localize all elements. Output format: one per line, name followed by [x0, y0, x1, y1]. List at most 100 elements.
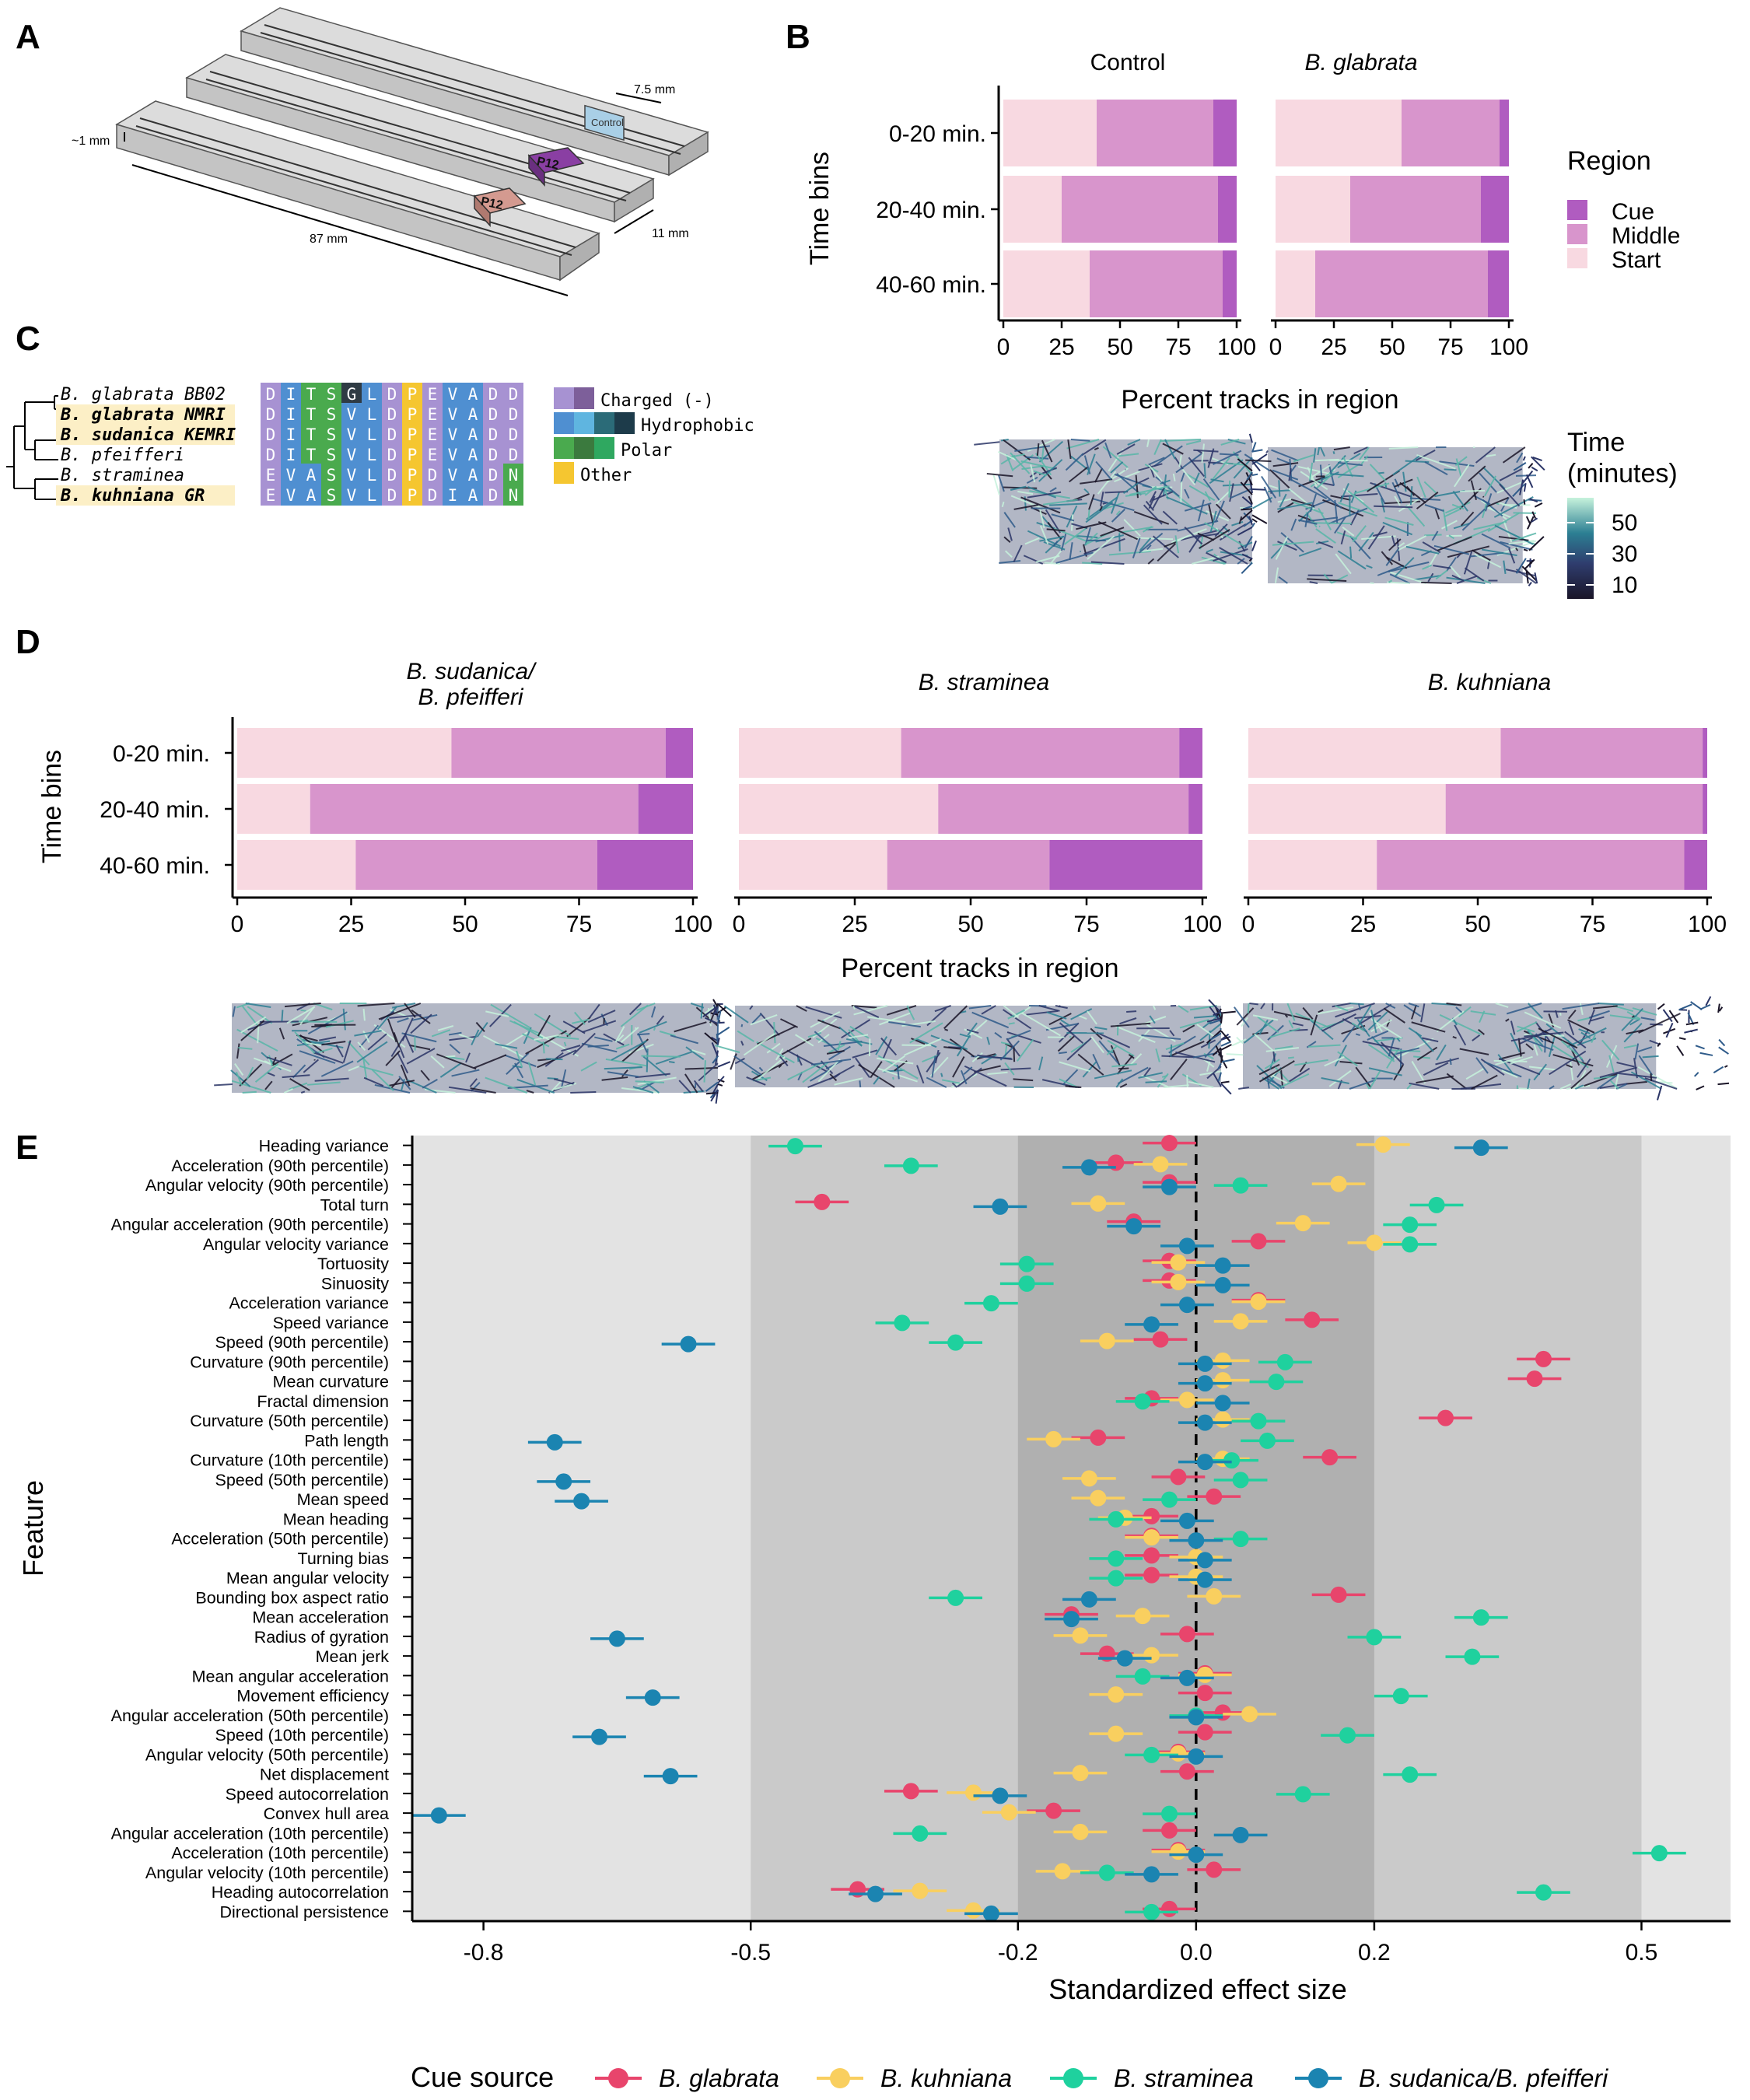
track-segment	[1458, 1006, 1472, 1017]
track-segment	[1188, 485, 1216, 502]
track-segment	[743, 1033, 775, 1056]
track-segment	[1152, 491, 1174, 502]
panel-letter-c: C	[16, 320, 40, 358]
track-segment	[1332, 451, 1335, 455]
track-segment	[1024, 537, 1040, 545]
effect-point	[1196, 1454, 1213, 1471]
track-segment	[1597, 1073, 1619, 1090]
bar-middle	[938, 784, 1189, 834]
track-segment	[1141, 1074, 1169, 1088]
track-segment	[1382, 521, 1413, 536]
residue-cell	[483, 464, 503, 485]
track-segment	[1070, 514, 1074, 531]
track-segment	[1219, 523, 1247, 541]
track-segment	[1695, 1045, 1705, 1050]
e-background-bands	[412, 1136, 1731, 1921]
track-segment	[1408, 1027, 1423, 1038]
residue-letter: N	[509, 486, 519, 505]
track-segment	[1248, 495, 1253, 505]
track-segment	[1080, 478, 1113, 485]
track-segment	[1017, 1038, 1034, 1062]
track-segment	[1277, 541, 1297, 551]
legend-label-cue: Cue	[1612, 199, 1654, 225]
track-segment	[1084, 532, 1098, 545]
track-segment	[1359, 1003, 1392, 1025]
track-segment	[1496, 481, 1523, 494]
y-tick-label: 0-20 min.	[113, 741, 210, 767]
track-segment	[385, 1050, 401, 1066]
track-segment	[354, 1030, 382, 1037]
track-segment	[1367, 1030, 1389, 1041]
x-tick-label: -0.5	[730, 1940, 771, 1965]
track-segment	[1385, 556, 1408, 569]
track-segment	[1143, 526, 1153, 533]
track-segment	[1141, 1034, 1181, 1041]
track-segment	[1094, 446, 1099, 450]
x-tick-label: 0	[1242, 912, 1255, 937]
track-segment	[448, 1086, 487, 1094]
track-segment	[1690, 1001, 1703, 1010]
track-segment	[750, 1014, 778, 1026]
track-segment	[601, 1076, 628, 1081]
track-segment	[547, 1077, 558, 1080]
track-segment	[766, 1042, 781, 1054]
track-segment	[257, 1023, 260, 1044]
track-segment	[1148, 457, 1165, 466]
feature-label: Net displacement	[260, 1766, 389, 1784]
track-segment	[1409, 1082, 1440, 1090]
legend-label-start: Start	[1612, 247, 1661, 273]
legend-dot	[1063, 2068, 1083, 2088]
track-segment	[1650, 1073, 1653, 1082]
track-segment	[796, 1005, 807, 1012]
track-segment	[807, 1031, 822, 1038]
track-segment	[1508, 540, 1535, 545]
track-segment	[1090, 1036, 1104, 1054]
track-segment	[992, 473, 1000, 495]
d-facet-sudanica-2: B. pfeifferi	[418, 684, 523, 710]
panel-letters: A B C D E	[16, 18, 810, 1167]
effect-point	[1143, 1866, 1160, 1883]
track-segment	[1237, 458, 1253, 472]
residue-cell	[281, 464, 301, 485]
legend-swatch-cue	[1567, 200, 1587, 220]
feature-label: Angular velocity variance	[203, 1235, 389, 1254]
legend-swatch	[554, 462, 574, 484]
track-segment	[1049, 502, 1087, 506]
track-segment	[1394, 478, 1413, 488]
residue-cell	[382, 443, 402, 465]
effect-point	[1018, 1275, 1035, 1292]
effect-point	[546, 1433, 563, 1451]
feature-label: Heading autocorrelation	[212, 1883, 389, 1902]
bar-middle	[355, 840, 597, 890]
track-segment	[1284, 1014, 1289, 1018]
track-segment	[1097, 471, 1117, 495]
track-segment	[1179, 1019, 1209, 1029]
track-segment	[271, 1053, 293, 1067]
track-segment	[1444, 508, 1461, 518]
track-segment	[1249, 1003, 1258, 1006]
d-facet-sudanica-1: B. sudanica/	[406, 659, 537, 684]
track-segment	[834, 1077, 863, 1086]
track-segment	[437, 1025, 454, 1031]
track-segment	[717, 1021, 725, 1024]
residue-letter: L	[367, 446, 377, 464]
residue-letter: V	[448, 405, 458, 424]
track-segment	[1337, 461, 1363, 467]
bar-start	[1248, 784, 1446, 834]
residue-letter: E	[266, 486, 276, 505]
residue-cell	[362, 464, 382, 485]
effect-point	[555, 1473, 572, 1490]
panel-d: B. sudanica/ B. pfeifferi B. straminea B…	[37, 659, 1730, 1104]
track-segment	[994, 1031, 1003, 1038]
effect-point	[1178, 1297, 1195, 1314]
track-segment	[1668, 1010, 1679, 1024]
track-segment	[1083, 488, 1090, 494]
track-segment	[1280, 1073, 1310, 1088]
track-segment	[1552, 1045, 1589, 1069]
track-segment	[1003, 1005, 1020, 1019]
track-segment	[852, 1005, 856, 1010]
track-segment	[1447, 545, 1490, 558]
residue-cell	[301, 484, 321, 506]
track-segment	[1495, 1003, 1509, 1008]
effect-point	[1250, 1412, 1267, 1430]
